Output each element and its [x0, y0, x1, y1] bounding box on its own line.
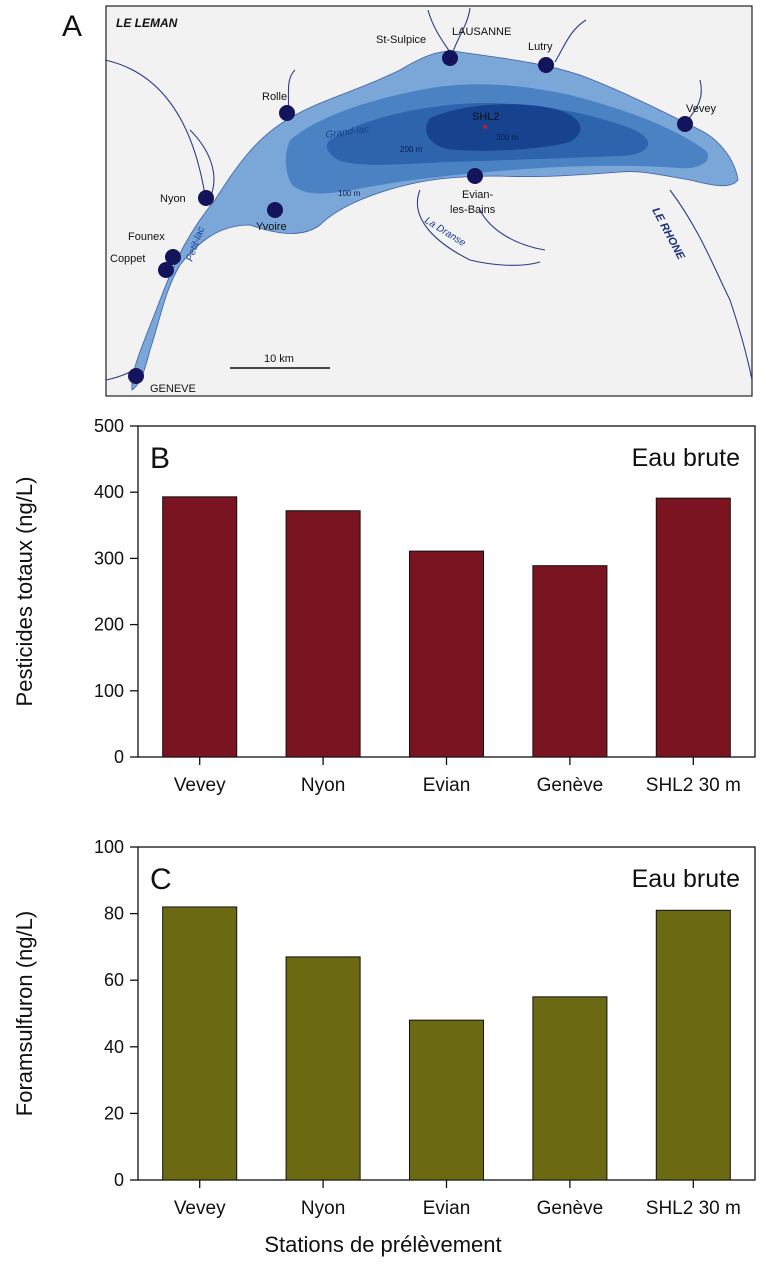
panel-c-ytick-label: 100: [94, 837, 124, 857]
panel-b-bar-3: [408, 550, 485, 758]
river-lutry: [554, 19, 587, 63]
panel-b-ytick-label: 300: [94, 548, 124, 568]
label-les-bains: les-Bains: [450, 204, 496, 216]
panel-b-category-label: Vevey: [174, 775, 226, 796]
label-depth-100: 100 m: [338, 189, 361, 198]
label-st-sulpice: St-Sulpice: [376, 34, 426, 46]
map-title: LE LEMAN: [116, 16, 178, 30]
label-shl2: SHL2: [472, 111, 500, 123]
panel-b-ytick-label: 400: [94, 482, 124, 502]
station-vevey-marker: [677, 116, 693, 132]
panel-b-letter: B: [150, 442, 170, 475]
river-lausanne: [427, 9, 451, 53]
river-dranse: [416, 189, 541, 266]
label-depth-300: 300 m: [496, 133, 519, 142]
panel-c-bar-5: [655, 909, 731, 1181]
panel-b-category-label: Nyon: [301, 775, 345, 796]
panel-b-category-label: Genève: [537, 775, 604, 796]
panel-c-annotation: Eau brute: [632, 865, 740, 893]
panel-b-bar-2: [285, 510, 361, 758]
label-scale: 10 km: [264, 353, 294, 365]
station-evian-marker: [467, 168, 483, 184]
river-rhone: [669, 189, 753, 381]
panel-c-bar-3: [408, 1019, 485, 1181]
station-shl2-marker: [483, 125, 487, 129]
panel-c-ytick-label: 20: [104, 1103, 124, 1123]
rivers: [104, 7, 753, 381]
x-axis-title: Stations de prélèvement: [264, 1232, 502, 1257]
river-dranse-2: [479, 209, 546, 251]
label-rolle: Rolle: [262, 91, 287, 103]
chart-c: 0 20 40 60 80 100 Foramsulfuron (ng/L) C Eau bru…: [12, 837, 756, 1219]
station-rolle-marker: [279, 105, 295, 121]
river-vevey: [687, 79, 702, 121]
station-yvoire-marker: [267, 202, 283, 218]
label-coppet: Coppet: [110, 253, 145, 265]
station-coppet-marker: [158, 262, 174, 278]
label-evian: Evian-: [462, 189, 494, 201]
panel-b-bar-4: [532, 565, 608, 758]
panel-b-category-label: Evian: [423, 775, 471, 796]
station-lutry-marker: [538, 57, 554, 73]
chart-b: 0 100 200 300 400 500 Pesticides totaux (ng/L)…: [12, 416, 756, 796]
label-nyon: Nyon: [160, 193, 186, 205]
label-yvoire: Yvoire: [256, 221, 287, 233]
label-geneve: GENEVE: [150, 383, 196, 395]
label-lausanne: LAUSANNE: [452, 26, 511, 38]
panel-c-category-label: Nyon: [301, 1198, 345, 1219]
panel-a-letter: A: [62, 10, 83, 43]
station-nyon-marker: [198, 190, 214, 206]
panel-c-ytick-label: 80: [104, 904, 124, 924]
panel-c-ytick-label: 40: [104, 1037, 124, 1057]
river-geneve: [105, 371, 131, 381]
panel-c-bar-1: [162, 906, 238, 1181]
panel-b-category-label: SHL2 30 m: [646, 775, 741, 796]
panel-c-category-label: Evian: [423, 1198, 471, 1219]
panel-b-bar-1: [162, 496, 238, 758]
panel-c-category-label: SHL2 30 m: [646, 1198, 741, 1219]
panel-b-y-axis-title: Pesticides totaux (ng/L): [12, 477, 37, 707]
panel-c-ytick-label: 60: [104, 970, 124, 990]
river-nyon: [104, 59, 206, 196]
label-vevey: Vevey: [686, 103, 716, 115]
panel-b-ytick-label: 200: [94, 615, 124, 635]
panel-b-ytick-label: 100: [94, 681, 124, 701]
station-geneve-marker: [128, 368, 144, 384]
panel-c-category-label: Vevey: [174, 1198, 226, 1219]
panel-c-y-axis-title: Foramsulfuron (ng/L): [12, 911, 37, 1116]
label-lutry: Lutry: [528, 41, 553, 53]
label-founex: Founex: [128, 231, 165, 243]
panel-c-category-label: Genève: [537, 1198, 604, 1219]
station-founex-marker: [165, 249, 181, 265]
label-depth-200: 200 m: [400, 145, 423, 154]
panel-b-ytick-label: 500: [94, 416, 124, 436]
panel-c-letter: C: [150, 863, 172, 896]
river-nyon-2: [189, 129, 215, 199]
station-st-sulpice-marker: [442, 50, 458, 66]
lake-geneva-map: LE LEMAN St-Sulpice LAUSANNE Lutry Rolle…: [104, 5, 753, 397]
panel-b-bar-5: [655, 497, 731, 758]
panel-b-ytick-label: 0: [114, 747, 124, 767]
lake-deepest: [426, 104, 581, 151]
panel-c-bar-4: [532, 996, 608, 1181]
panel-b-annotation: Eau brute: [632, 444, 740, 472]
panel-c-bar-2: [285, 956, 361, 1181]
station-markers: [128, 50, 693, 384]
panel-c-ytick-label: 0: [114, 1170, 124, 1190]
